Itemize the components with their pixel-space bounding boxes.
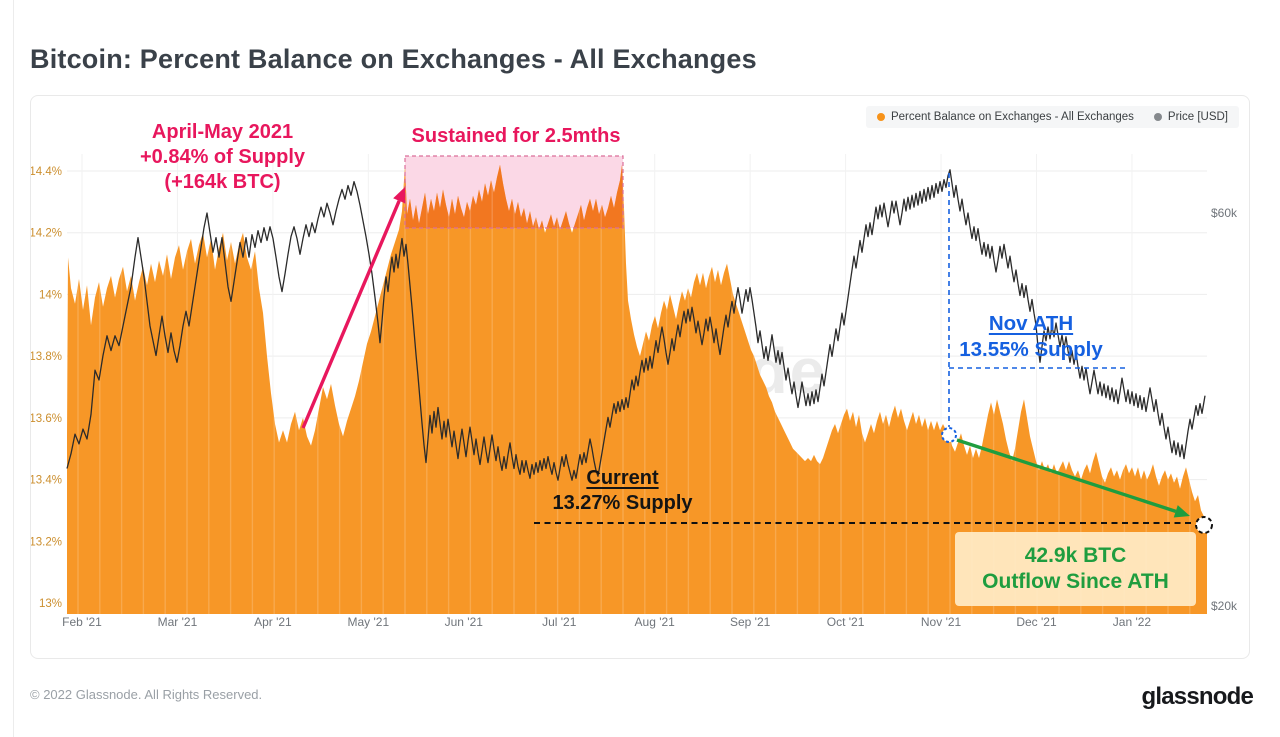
annotation-nov-ath: Nov ATH 13.55% Supply	[930, 311, 1132, 363]
y-left-tick-label: 13.6%	[31, 413, 62, 425]
legend-item-price[interactable]: Price [USD]	[1153, 111, 1228, 123]
x-tick-label: Apr '21	[254, 615, 292, 629]
legend-dot-balance-icon	[876, 113, 885, 121]
annotation-outflow-line1: 42.9k BTC	[1024, 543, 1127, 567]
price-line-series[interactable]	[66, 169, 1206, 481]
y-left-tick-label: 13.8%	[31, 351, 62, 363]
annotation-outflow-line2: Outflow Since ATH	[982, 570, 1169, 593]
nov-ath-marker	[941, 427, 957, 443]
x-tick-label: Jan '22	[1113, 615, 1152, 629]
supply-rise-arrow	[301, 200, 401, 429]
outflow-arrow-head	[1173, 505, 1190, 518]
annotation-april-may-line3: (+164k BTC)	[164, 171, 281, 194]
annotation-nov-ath-title: Nov ATH	[988, 312, 1074, 335]
legend-dot-price-icon	[1153, 113, 1162, 121]
balance-area-series[interactable]	[67, 164, 1207, 615]
x-tick-label: Mar '21	[158, 615, 198, 629]
x-tick-label: Dec '21	[1016, 615, 1057, 629]
x-tick-label: Sep '21	[730, 615, 771, 629]
x-tick-label: Oct '21	[827, 615, 865, 629]
page-title: Bitcoin: Percent Balance on Exchanges - …	[30, 44, 757, 75]
glassnode-logo: glassnode	[1141, 683, 1254, 710]
chart-card: glassnode14.4%14.2%14%13.8%13.6%13.4%13.…	[30, 95, 1250, 659]
annotation-nov-ath-value: 13.55% Supply	[959, 337, 1103, 361]
annotation-current-value: 13.27% Supply	[552, 492, 693, 515]
y-left-tick-label: 13.4%	[31, 475, 62, 487]
annotation-sustained: Sustained for 2.5mths	[385, 124, 647, 149]
legend-label-balance: Percent Balance on Exchanges - All Excha…	[890, 111, 1134, 123]
y-left-tick-label: 14%	[39, 289, 62, 301]
chart-canvas[interactable]: glassnode14.4%14.2%14%13.8%13.6%13.4%13.…	[31, 96, 1249, 658]
x-tick-label: Jun '21	[445, 615, 484, 629]
x-tick-label: May '21	[348, 615, 390, 629]
annotation-current-title: Current	[586, 467, 659, 489]
chart-legend: Percent Balance on Exchanges - All Excha…	[865, 106, 1239, 128]
x-tick-label: Aug '21	[635, 615, 676, 629]
sustained-highlight-border	[404, 155, 624, 229]
window-edge-line	[13, 0, 14, 737]
y-left-tick-label: 13%	[39, 598, 62, 610]
annotation-april-may-line1: April-May 2021	[151, 121, 294, 143]
y-left-tick-label: 14.2%	[31, 228, 62, 240]
y-right-tick-label: $20k	[1211, 599, 1238, 613]
footer-copyright: © 2022 Glassnode. All Rights Reserved.	[30, 687, 263, 702]
y-left-tick-label: 13.2%	[31, 536, 62, 548]
current-marker	[1195, 516, 1213, 534]
legend-item-balance[interactable]: Percent Balance on Exchanges - All Excha…	[876, 111, 1134, 123]
annotation-sustained-text: Sustained for 2.5mths	[411, 125, 621, 147]
outflow-arrow	[956, 438, 1177, 513]
x-tick-label: Feb '21	[62, 615, 102, 629]
x-tick-label: Nov '21	[921, 615, 962, 629]
y-right-tick-label: $60k	[1211, 206, 1238, 220]
y-left-tick-label: 14.4%	[31, 166, 62, 178]
supply-rise-arrow-head	[393, 187, 406, 204]
x-tick-label: Jul '21	[542, 615, 577, 629]
annotation-april-may: April-May 2021 +0.84% of Supply (+164k B…	[105, 120, 340, 196]
annotation-current: Current 13.27% Supply	[520, 466, 725, 516]
legend-label-price: Price [USD]	[1167, 111, 1228, 123]
annotation-outflow-box: 42.9k BTC Outflow Since ATH	[955, 532, 1196, 606]
annotation-april-may-line2: +0.84% of Supply	[139, 146, 306, 169]
